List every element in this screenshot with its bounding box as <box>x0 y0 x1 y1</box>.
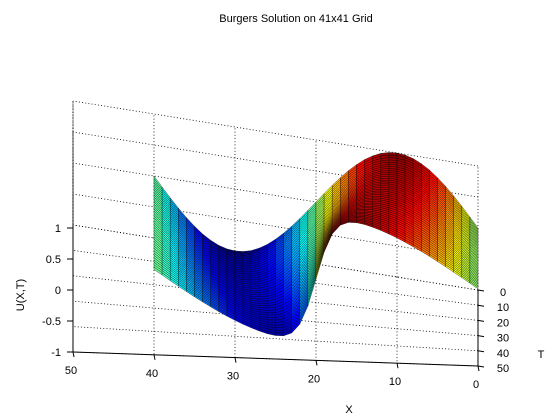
x-axis-line <box>72 351 479 367</box>
t-tick-mark <box>477 350 485 353</box>
t-tick-label: 40 <box>497 348 509 360</box>
grid-line <box>72 300 479 336</box>
x-tick-label: 40 <box>146 368 158 380</box>
tick-labels: 0 10 20 30 40 50 0 10 20 30 40 50 -1 -0.5 0 0.5 1 <box>42 223 509 391</box>
surface-patch <box>267 312 276 316</box>
grid-line <box>72 162 479 229</box>
grid-line <box>72 250 479 306</box>
surface-patch <box>251 285 260 289</box>
t-tick-mark <box>477 365 485 368</box>
z-tick-label: 0 <box>55 285 61 297</box>
grid-line <box>72 131 479 198</box>
surface-patch <box>372 192 381 195</box>
z-axis-label: U(X,T) <box>15 279 27 311</box>
surface-patch <box>259 303 268 306</box>
z-tick-label: -1 <box>51 347 61 359</box>
surface-patch <box>380 180 390 183</box>
surface-patch <box>259 298 268 302</box>
t-tick-label: 30 <box>497 333 509 345</box>
surface-patch <box>348 219 357 222</box>
x-tick-mark <box>396 363 399 369</box>
t-tick-label: 10 <box>497 302 509 314</box>
surface-plot <box>153 152 479 337</box>
surface-patch <box>259 300 268 304</box>
x-tick-mark <box>315 360 318 366</box>
grid-line <box>72 100 479 167</box>
x-tick-mark <box>477 365 480 372</box>
z-tick-label: -0.5 <box>42 316 61 328</box>
t-tick-mark <box>477 304 485 307</box>
chart-title: Burgers Solution on 41x41 Grid <box>219 13 372 25</box>
surface-patch <box>251 287 260 291</box>
surface-patch <box>364 202 373 205</box>
t-tick-label: 50 <box>497 363 509 375</box>
z-tick-label: 1 <box>55 223 61 235</box>
z-tick-label: 0.5 <box>46 254 61 266</box>
surface-patch <box>469 281 479 290</box>
x-tick-mark <box>234 357 237 363</box>
x-tick-label: 10 <box>389 376 401 388</box>
x-tick-label: 30 <box>227 371 239 383</box>
surface-patch <box>275 327 284 331</box>
surface-patch <box>242 273 252 277</box>
t-tick-mark <box>477 319 485 322</box>
surface-patch <box>380 178 390 181</box>
surface-patch <box>267 314 276 318</box>
grid-line <box>72 326 479 352</box>
surface-patch <box>348 221 357 223</box>
t-axis-label: T <box>538 349 545 361</box>
x-tick-label: 50 <box>65 365 77 377</box>
x-tick-mark <box>72 351 75 358</box>
surface-patch <box>275 332 284 336</box>
t-tick-mark <box>477 335 485 338</box>
t-tick-mark <box>477 289 485 292</box>
grid-line <box>72 275 479 321</box>
x-tick-label: 20 <box>308 373 320 385</box>
surface-patch <box>242 271 252 275</box>
t-tick-label: 20 <box>497 317 509 329</box>
x-axis-label: X <box>345 404 353 416</box>
grid-line <box>72 193 479 260</box>
t-tick-label: 0 <box>500 287 506 299</box>
x-tick-mark <box>153 354 156 360</box>
surface-patch <box>275 330 284 334</box>
axes <box>67 227 485 372</box>
x-tick-label: 0 <box>473 379 479 391</box>
